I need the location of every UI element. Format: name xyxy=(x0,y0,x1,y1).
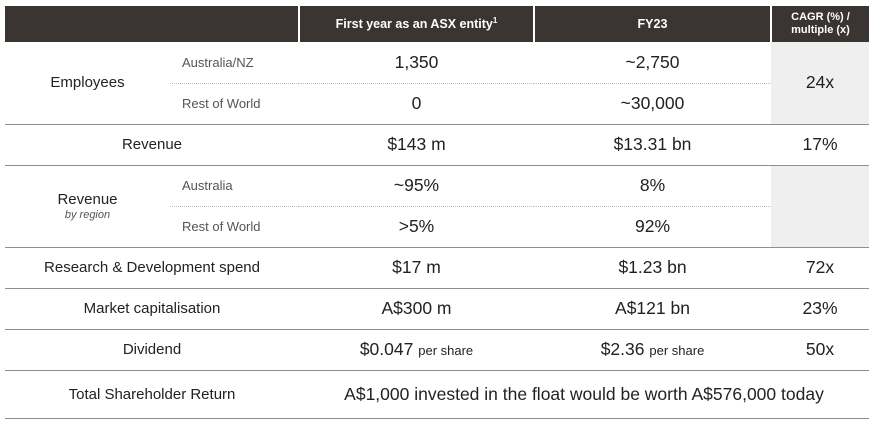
revenue-row: Revenue $143 m $13.31 bn 17% xyxy=(5,124,869,166)
revenue-region-row-row: Rest of World >5% 92% xyxy=(5,206,869,248)
revenue-label: Revenue xyxy=(5,124,299,166)
employees-aus-first: 1,350 xyxy=(299,42,534,84)
region-label: Rest of World xyxy=(170,83,299,125)
revenue-row-fy23: 92% xyxy=(534,206,771,248)
revenue-aus-first: ~95% xyxy=(299,165,534,207)
employees-row-row: Rest of World 0 ~30,000 xyxy=(5,83,869,125)
header-row: First year as an ASX entity1 FY23 CAGR (… xyxy=(5,6,869,42)
rnd-fy23: $1.23 bn xyxy=(534,247,771,289)
revenue-region-aus-row: Revenue by region Australia ~95% 8% xyxy=(5,165,869,248)
header-fy23: FY23 xyxy=(533,6,771,42)
dividend-first: $0.047 per share xyxy=(299,329,534,371)
header-cagr: CAGR (%) / multiple (x) xyxy=(770,6,869,42)
employees-label: Employees xyxy=(5,42,170,125)
tsr-label: Total Shareholder Return xyxy=(5,370,299,419)
comparison-table: First year as an ASX entity1 FY23 CAGR (… xyxy=(5,6,869,419)
rnd-cagr: 72x xyxy=(771,247,869,289)
revenue-row-first: >5% xyxy=(299,206,534,248)
region-label: Rest of World xyxy=(170,206,299,248)
market-cap-label: Market capitalisation xyxy=(5,288,299,330)
dividend-label: Dividend xyxy=(5,329,299,371)
employees-row-fy23: ~30,000 xyxy=(534,83,771,125)
dividend-fy23: $2.36 per share xyxy=(534,329,771,371)
dividend-cagr: 50x xyxy=(771,329,869,371)
tsr-text: A$1,000 invested in the float would be w… xyxy=(299,370,869,419)
revenue-first: $143 m xyxy=(299,124,534,166)
per-share-unit: per share xyxy=(418,343,474,358)
revenue-region-cagr-empty xyxy=(771,165,869,248)
market-cap-fy23: A$121 bn xyxy=(534,288,771,330)
revenue-aus-fy23: 8% xyxy=(534,165,771,207)
market-cap-row: Market capitalisation A$300 m A$121 bn 2… xyxy=(5,288,869,330)
rnd-row: Research & Development spend $17 m $1.23… xyxy=(5,247,869,289)
dividend-row: Dividend $0.047 per share $2.36 per shar… xyxy=(5,329,869,371)
rnd-first: $17 m xyxy=(299,247,534,289)
market-cap-cagr: 23% xyxy=(771,288,869,330)
revenue-region-label: Revenue by region xyxy=(5,165,170,248)
rnd-label: Research & Development spend xyxy=(5,247,299,289)
revenue-cagr: 17% xyxy=(771,124,869,166)
employees-aus-fy23: ~2,750 xyxy=(534,42,771,84)
revenue-region-note: by region xyxy=(64,209,111,221)
region-label: Australia xyxy=(170,165,299,207)
header-first-year: First year as an ASX entity1 xyxy=(298,6,534,42)
employees-aus-row: Employees Australia/NZ 1,350 ~2,750 24x xyxy=(5,42,869,125)
market-cap-first: A$300 m xyxy=(299,288,534,330)
per-share-unit: per share xyxy=(649,343,705,358)
header-blank-cell xyxy=(5,6,299,42)
tsr-row: Total Shareholder Return A$1,000 investe… xyxy=(5,370,869,419)
revenue-fy23: $13.31 bn xyxy=(534,124,771,166)
region-label: Australia/NZ xyxy=(170,42,299,84)
employees-cagr: 24x xyxy=(771,42,869,125)
employees-row-first: 0 xyxy=(299,83,534,125)
